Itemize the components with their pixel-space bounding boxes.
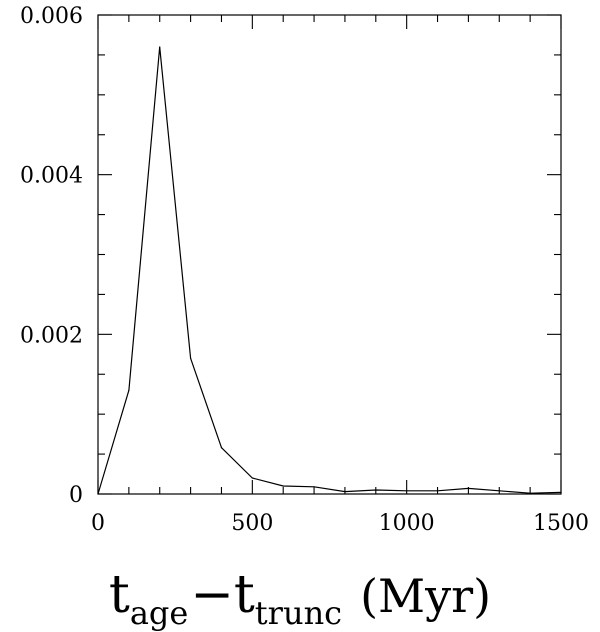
plot-frame — [97, 14, 562, 495]
axis-ticks — [97, 14, 562, 495]
data-point — [498, 490, 500, 492]
x-tick-labels: 0 500 1000 1500 — [91, 511, 589, 536]
data-point — [251, 477, 253, 479]
data-point — [436, 490, 439, 492]
x-label-sub-trunc: trunc — [255, 594, 342, 632]
data-point — [97, 493, 99, 495]
x-tick-label: 500 — [231, 511, 273, 536]
data-point — [190, 357, 192, 359]
data-series-line — [97, 46, 562, 495]
y-tick-labels: 0 0.002 0.004 0.006 — [20, 4, 83, 508]
data-point — [560, 491, 562, 494]
data-point — [406, 490, 408, 492]
x-label-minus: − — [190, 565, 234, 625]
x-label-t2: t — [234, 565, 255, 625]
x-label-t1: t — [109, 565, 130, 625]
data-point — [467, 487, 469, 490]
data-point — [344, 491, 346, 493]
x-label-unit: (Myr) — [360, 569, 491, 623]
x-tick-label: 1500 — [533, 511, 589, 536]
data-point — [313, 486, 315, 488]
y-tick-label: 0 — [69, 483, 83, 508]
data-point — [220, 447, 223, 449]
x-tick-label: 0 — [91, 511, 105, 536]
plot-area: 0 500 1000 1500 0 0.002 0.004 0.006 — [20, 4, 589, 536]
data-point — [529, 492, 531, 494]
data-point — [159, 46, 161, 48]
x-tick-label: 1000 — [379, 511, 435, 536]
x-axis-label: tage−ttrunc (Myr) — [109, 565, 491, 632]
y-tick-label: 0.006 — [20, 4, 83, 29]
data-point — [128, 389, 130, 391]
y-tick-label: 0.002 — [20, 323, 83, 348]
data-point — [282, 485, 284, 487]
data-point — [375, 489, 377, 491]
y-tick-label: 0.004 — [20, 164, 83, 189]
x-label-sub-age: age — [130, 594, 189, 632]
data-points — [97, 46, 562, 495]
